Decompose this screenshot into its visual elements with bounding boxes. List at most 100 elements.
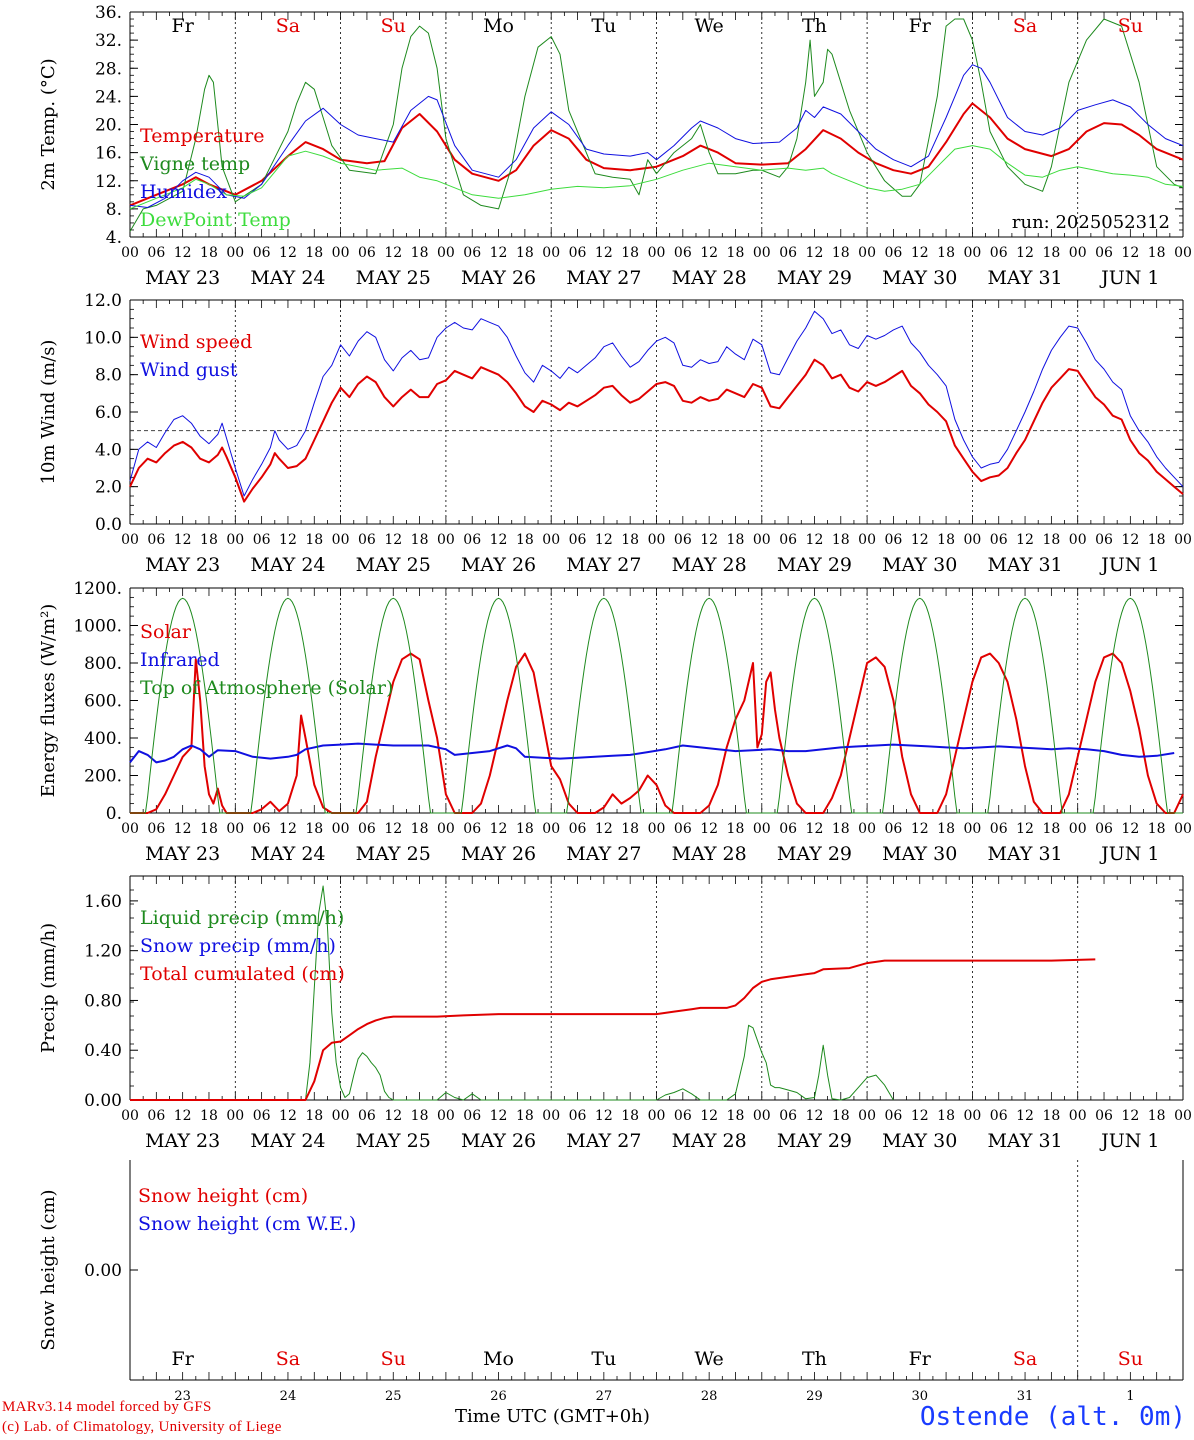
x-hour-label: 12 bbox=[911, 821, 929, 837]
series-top-of-atmosphere-solar- bbox=[130, 597, 1183, 814]
x-hour-label: 00 bbox=[1174, 245, 1192, 261]
x-hour-label: 12 bbox=[490, 821, 508, 837]
x-hour-label: 12 bbox=[384, 821, 402, 837]
x-date-label: MAY 26 bbox=[461, 267, 536, 289]
legend-total-cumulated-cm-: Total cumulated (cm) bbox=[140, 963, 345, 985]
y-tick-label: 4. bbox=[106, 228, 122, 248]
x-hour-label: 06 bbox=[885, 821, 903, 837]
x-hour-label: 12 bbox=[806, 532, 824, 548]
x-hour-label: 18 bbox=[727, 1108, 745, 1124]
x-date-label: MAY 27 bbox=[566, 1130, 641, 1152]
day-number: 26 bbox=[490, 1389, 507, 1404]
day-name-top: Sa bbox=[276, 15, 300, 37]
y-tick-label: 0. bbox=[106, 804, 122, 824]
y-tick-label: 36. bbox=[95, 3, 122, 23]
x-hour-label: 12 bbox=[279, 532, 297, 548]
x-date-label: MAY 27 bbox=[566, 554, 641, 576]
day-name-top: Su bbox=[1118, 15, 1143, 37]
x-hour-label: 00 bbox=[963, 532, 981, 548]
x-hour-label: 00 bbox=[963, 245, 981, 261]
x-hour-label: 12 bbox=[384, 245, 402, 261]
x-hour-label: 00 bbox=[226, 245, 244, 261]
x-hour-label: 06 bbox=[358, 1108, 376, 1124]
x-hour-label: 00 bbox=[542, 532, 560, 548]
x-hour-label: 18 bbox=[411, 532, 429, 548]
x-hour-label: 12 bbox=[700, 821, 718, 837]
x-hour-label: 06 bbox=[885, 245, 903, 261]
x-hour-label: 18 bbox=[937, 1108, 955, 1124]
x-hour-label: 00 bbox=[1069, 1108, 1087, 1124]
day-name-bottom: We bbox=[695, 1348, 724, 1370]
y-tick-label: 400. bbox=[84, 729, 122, 749]
x-date-label: MAY 24 bbox=[250, 843, 325, 865]
x-hour-label: 00 bbox=[542, 1108, 560, 1124]
x-hour-label: 06 bbox=[674, 245, 692, 261]
x-hour-label: 12 bbox=[279, 821, 297, 837]
x-date-label: JUN 1 bbox=[1099, 267, 1159, 289]
day-name-top: Tu bbox=[591, 15, 616, 37]
x-date-label: MAY 30 bbox=[882, 843, 957, 865]
y-tick-label: 800. bbox=[84, 654, 122, 674]
x-hour-label: 18 bbox=[1042, 245, 1060, 261]
x-hour-label: 12 bbox=[279, 245, 297, 261]
x-hour-label: 00 bbox=[121, 821, 139, 837]
x-hour-label: 00 bbox=[648, 245, 666, 261]
x-hour-label: 00 bbox=[648, 532, 666, 548]
y-tick-label: 1.60 bbox=[84, 892, 122, 912]
x-hour-label: 00 bbox=[121, 532, 139, 548]
x-date-label: JUN 1 bbox=[1099, 843, 1159, 865]
legend-infrared: Infrared bbox=[140, 649, 220, 671]
day-name-bottom: Fr bbox=[909, 1348, 932, 1370]
x-date-label: MAY 28 bbox=[672, 554, 747, 576]
y-tick-label: 28. bbox=[95, 59, 122, 79]
x-date-label: MAY 29 bbox=[777, 267, 852, 289]
x-hour-label: 18 bbox=[621, 821, 639, 837]
x-date-label: MAY 31 bbox=[987, 1130, 1062, 1152]
x-hour-label: 18 bbox=[1148, 532, 1166, 548]
x-hour-label: 06 bbox=[779, 532, 797, 548]
y-tick-label: 8.0 bbox=[95, 366, 122, 386]
x-hour-label: 00 bbox=[542, 821, 560, 837]
x-hour-label: 18 bbox=[832, 245, 850, 261]
day-name-bottom: Fr bbox=[172, 1348, 195, 1370]
x-date-label: MAY 29 bbox=[777, 554, 852, 576]
y-axis-title: Precip (mm/h) bbox=[38, 923, 59, 1053]
x-hour-label: 06 bbox=[253, 245, 271, 261]
x-hour-label: 12 bbox=[700, 1108, 718, 1124]
y-tick-label: 6.0 bbox=[95, 403, 122, 423]
model-credit: MARv3.14 model forced by GFS bbox=[2, 1399, 212, 1415]
day-name-top: Fr bbox=[909, 15, 932, 37]
x-hour-label: 06 bbox=[1095, 532, 1113, 548]
x-hour-label: 18 bbox=[1042, 821, 1060, 837]
x-hour-label: 06 bbox=[990, 821, 1008, 837]
y-tick-label: 4.0 bbox=[95, 440, 122, 460]
day-name-bottom: Tu bbox=[591, 1348, 616, 1370]
x-hour-label: 00 bbox=[226, 1108, 244, 1124]
y-tick-label: 0.0 bbox=[95, 515, 122, 535]
x-hour-label: 00 bbox=[1069, 245, 1087, 261]
x-date-label: MAY 26 bbox=[461, 1130, 536, 1152]
day-name-bottom: Sa bbox=[276, 1348, 300, 1370]
x-hour-label: 12 bbox=[595, 821, 613, 837]
x-hour-label: 06 bbox=[674, 532, 692, 548]
x-date-label: JUN 1 bbox=[1099, 554, 1159, 576]
x-hour-label: 00 bbox=[332, 821, 350, 837]
x-hour-label: 06 bbox=[885, 1108, 903, 1124]
day-number: 25 bbox=[385, 1389, 402, 1404]
x-hour-label: 18 bbox=[516, 245, 534, 261]
day-name-top: Th bbox=[802, 15, 827, 37]
x-hour-label: 06 bbox=[1095, 245, 1113, 261]
day-number: 23 bbox=[174, 1389, 191, 1404]
x-hour-label: 06 bbox=[569, 245, 587, 261]
x-hour-label: 00 bbox=[437, 245, 455, 261]
x-hour-label: 00 bbox=[437, 821, 455, 837]
x-hour-label: 18 bbox=[1148, 821, 1166, 837]
x-date-label: MAY 27 bbox=[566, 267, 641, 289]
x-hour-label: 18 bbox=[727, 821, 745, 837]
x-hour-label: 06 bbox=[990, 245, 1008, 261]
x-hour-label: 06 bbox=[990, 532, 1008, 548]
x-date-label: MAY 24 bbox=[250, 554, 325, 576]
legend-solar: Solar bbox=[140, 621, 192, 643]
x-hour-label: 18 bbox=[411, 821, 429, 837]
y-tick-label: 0.80 bbox=[84, 991, 122, 1011]
